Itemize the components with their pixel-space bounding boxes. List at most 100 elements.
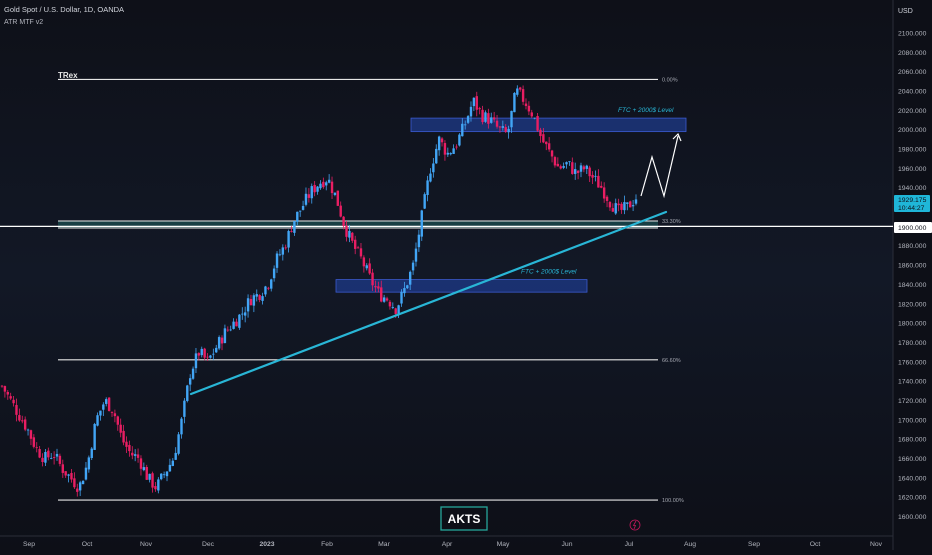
candle-body [600,185,603,188]
candle-body [597,175,600,188]
candle-body [223,328,227,344]
candle-body [472,97,476,107]
candle-body [530,112,533,117]
trendline[interactable] [189,210,668,396]
price-tick-label: 1940.000 [898,185,927,192]
time-tick-label: Apr [442,541,453,548]
candle-body [391,307,395,308]
candle-body [296,211,299,222]
candle-body [243,312,247,316]
candle-body [345,225,348,237]
price-axis-background [893,0,932,550]
candle-body [102,404,105,410]
time-tick-label: Nov [870,541,883,548]
candle-body [171,460,175,466]
candle-body [238,314,241,328]
candle-body [634,199,638,204]
candle-body [241,313,244,315]
price-tick-label: 1760.000 [898,359,927,366]
candle-body [229,329,232,331]
candle-body [545,141,548,145]
candle-body [365,265,368,269]
symbol-title: Gold Spot / U.S. Dollar, 1D, OANDA [4,5,124,14]
candle-body [394,308,397,314]
candle-body [203,348,206,358]
candle-body [154,486,157,490]
candle-body [620,203,623,210]
price-tick-label: 1840.000 [898,282,927,289]
candle-body [275,253,279,268]
price-ticks: 1600.000 1620.000 1640.000 1660.000 1680.000… [898,31,927,522]
candle-body [576,170,580,173]
time-tick-label: 2023 [259,541,274,548]
lightning-bolt-glyph [632,520,637,530]
candle-body [594,175,597,177]
candle-body [429,173,432,182]
candle-body [160,473,163,480]
price-tick-label: 1680.000 [898,437,927,444]
candle-body [446,152,450,155]
time-tick-label: Feb [321,541,333,548]
candle-body [316,186,319,192]
price-tick-label: 1980.000 [898,147,927,154]
candle-body [501,126,505,128]
candle-body [298,210,302,212]
time-tick-label: Sep [748,541,760,548]
candle-body [41,457,44,462]
candle-body [330,181,334,194]
candle-body [455,146,458,148]
candle-body [426,180,429,196]
candle-body [64,471,67,476]
candle-body [151,473,154,488]
time-tick-label: Dec [202,541,215,548]
candle-body [385,298,389,301]
zone-upper[interactable] [410,117,687,133]
candle-body [261,296,264,301]
time-tick-label: Oct [810,541,821,548]
candle-body [322,181,325,188]
candle-body [617,203,620,206]
candle-body [339,205,342,217]
candle-body [29,430,33,439]
price-tick-label: 1700.000 [898,417,927,424]
candle-body [278,254,282,256]
candle-body [122,430,125,443]
zone-lower[interactable] [335,279,588,293]
candle-body [542,134,545,143]
candle-body [206,356,209,358]
candle-body [371,272,374,286]
lightning-icon[interactable] [629,519,641,531]
projection-path[interactable] [640,135,679,199]
candle-body [9,396,12,399]
candle-body [270,279,273,289]
candle-body [313,184,316,193]
candle-body [58,455,62,464]
candle-body [99,410,102,416]
candle-body [629,201,632,208]
candle-body [136,454,140,458]
candle-body [93,424,96,450]
candle-body [495,120,499,127]
price-tick-label: 1620.000 [898,495,927,502]
candle-body [519,87,522,90]
candle-body [177,434,180,454]
candle-body [310,186,313,199]
candles [0,85,638,497]
candle-body [61,464,64,473]
candle-body [301,205,305,210]
candle-body [194,353,198,369]
candle-body [119,424,122,433]
candle-body [414,248,418,262]
candle-body [588,167,591,177]
price-tick-label: 1640.000 [898,475,927,482]
candle-body [492,117,496,120]
candle-body [458,134,461,146]
time-tick-label: Mar [378,541,390,548]
candle-body [23,419,27,430]
candle-body [145,466,148,480]
price-tick-label: 2060.000 [898,69,927,76]
candle-body [579,165,583,172]
candle-body [553,157,557,166]
candle-body [533,117,536,119]
